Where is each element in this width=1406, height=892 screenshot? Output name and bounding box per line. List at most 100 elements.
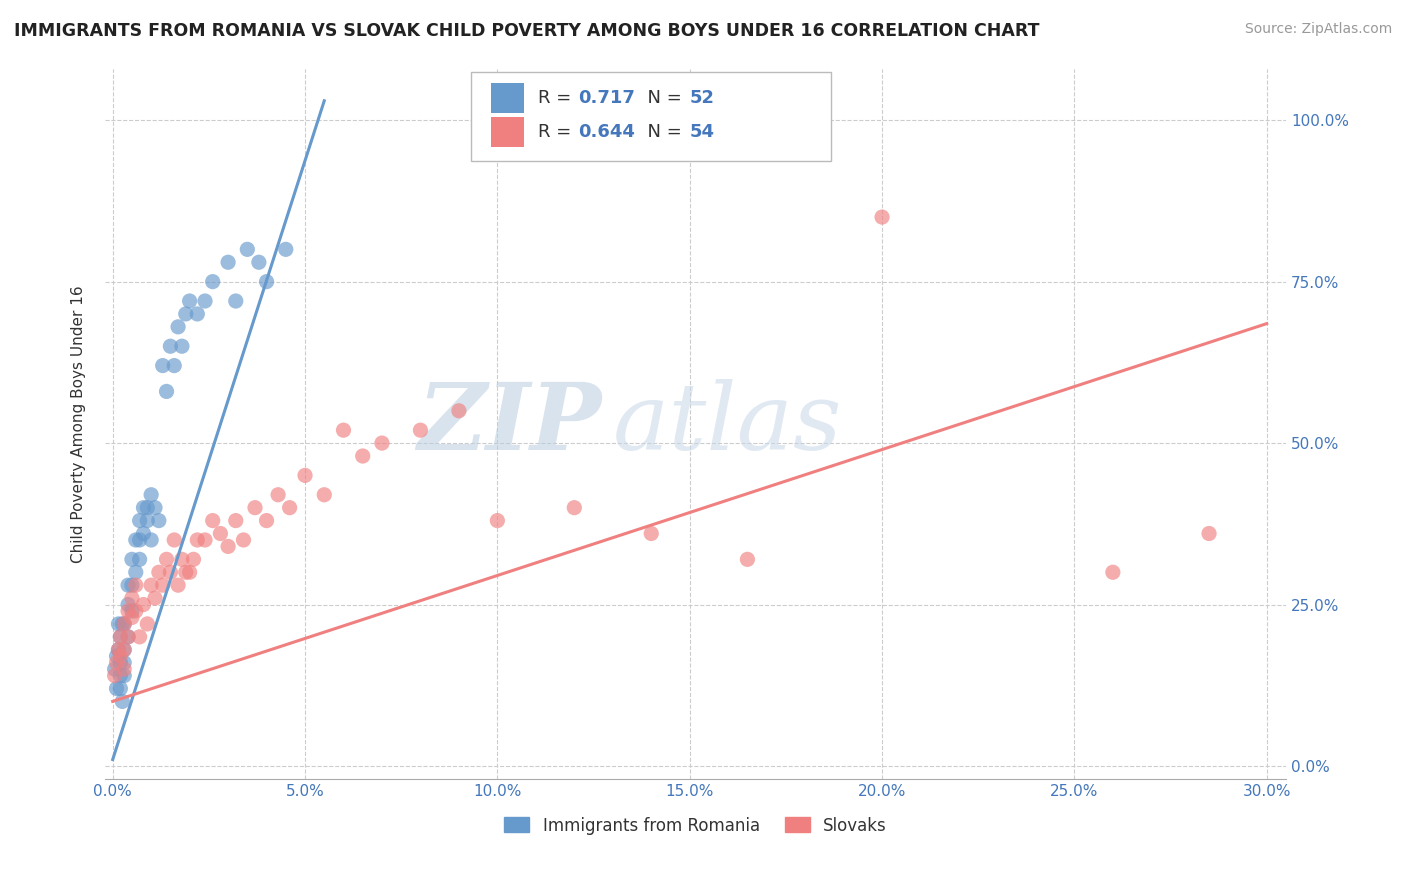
Point — [125, 578, 148, 592]
Point — [179, 293, 201, 308]
Point — [562, 500, 585, 515]
Point — [112, 642, 135, 657]
Point — [167, 319, 190, 334]
Point — [128, 630, 150, 644]
Point — [136, 616, 159, 631]
Point — [143, 591, 166, 606]
Point — [132, 526, 155, 541]
Point — [155, 384, 177, 399]
FancyBboxPatch shape — [491, 84, 524, 113]
Point — [111, 694, 134, 708]
Point — [121, 578, 143, 592]
Point — [447, 404, 470, 418]
Text: N =: N = — [637, 123, 688, 141]
Point — [1102, 566, 1125, 580]
Point — [232, 533, 254, 547]
Point — [256, 275, 278, 289]
Point — [163, 533, 186, 547]
Point — [170, 339, 193, 353]
Point — [141, 533, 163, 547]
Point — [152, 578, 174, 592]
Point — [486, 514, 509, 528]
Point — [278, 500, 301, 515]
Point — [132, 500, 155, 515]
Point — [332, 423, 354, 437]
Point — [143, 500, 166, 515]
Text: Source: ZipAtlas.com: Source: ZipAtlas.com — [1244, 22, 1392, 37]
Point — [117, 598, 139, 612]
Point — [125, 566, 148, 580]
Point — [107, 642, 129, 657]
Point — [121, 552, 143, 566]
Point — [179, 566, 201, 580]
Point — [159, 339, 181, 353]
Text: 0.644: 0.644 — [578, 123, 636, 141]
Point — [125, 604, 148, 618]
Point — [159, 566, 181, 580]
Point — [107, 616, 129, 631]
Point — [314, 488, 336, 502]
Point — [148, 566, 170, 580]
Point — [110, 630, 132, 644]
Point — [352, 449, 374, 463]
Point — [117, 578, 139, 592]
Point — [112, 616, 135, 631]
Point — [110, 649, 132, 664]
Point — [121, 604, 143, 618]
Point — [107, 642, 129, 657]
Point — [194, 293, 217, 308]
Point — [155, 552, 177, 566]
Point — [117, 604, 139, 618]
Point — [117, 630, 139, 644]
Point — [183, 552, 205, 566]
Text: N =: N = — [637, 89, 688, 107]
Point — [132, 598, 155, 612]
Point — [110, 656, 132, 670]
Point — [225, 514, 247, 528]
Point — [194, 533, 217, 547]
Point — [105, 649, 128, 664]
Text: ZIP: ZIP — [416, 379, 600, 468]
Point — [236, 243, 259, 257]
Point — [111, 616, 134, 631]
Point — [170, 552, 193, 566]
Text: R =: R = — [538, 123, 578, 141]
Legend: Immigrants from Romania, Slovaks: Immigrants from Romania, Slovaks — [505, 816, 887, 835]
Point — [104, 668, 127, 682]
Point — [186, 533, 208, 547]
Point — [112, 616, 135, 631]
Point — [217, 540, 239, 554]
Point — [201, 514, 224, 528]
Point — [163, 359, 186, 373]
Point — [121, 591, 143, 606]
Point — [112, 642, 135, 657]
Point — [217, 255, 239, 269]
Point — [201, 275, 224, 289]
Point — [112, 656, 135, 670]
FancyBboxPatch shape — [491, 117, 524, 146]
Point — [274, 243, 297, 257]
Point — [112, 662, 135, 676]
Point — [128, 514, 150, 528]
Point — [152, 359, 174, 373]
Point — [174, 307, 197, 321]
Point — [243, 500, 266, 515]
Point — [870, 210, 893, 224]
Point — [125, 533, 148, 547]
Text: atlas: atlas — [613, 379, 842, 468]
Point — [409, 423, 432, 437]
Point — [128, 552, 150, 566]
Point — [225, 293, 247, 308]
Point — [117, 630, 139, 644]
Text: IMMIGRANTS FROM ROMANIA VS SLOVAK CHILD POVERTY AMONG BOYS UNDER 16 CORRELATION : IMMIGRANTS FROM ROMANIA VS SLOVAK CHILD … — [14, 22, 1039, 40]
Point — [247, 255, 270, 269]
Point — [186, 307, 208, 321]
Point — [148, 514, 170, 528]
Point — [167, 578, 190, 592]
Point — [209, 526, 232, 541]
Y-axis label: Child Poverty Among Boys Under 16: Child Poverty Among Boys Under 16 — [72, 285, 86, 563]
Point — [110, 668, 132, 682]
Point — [640, 526, 662, 541]
Text: R =: R = — [538, 89, 578, 107]
Point — [105, 656, 128, 670]
